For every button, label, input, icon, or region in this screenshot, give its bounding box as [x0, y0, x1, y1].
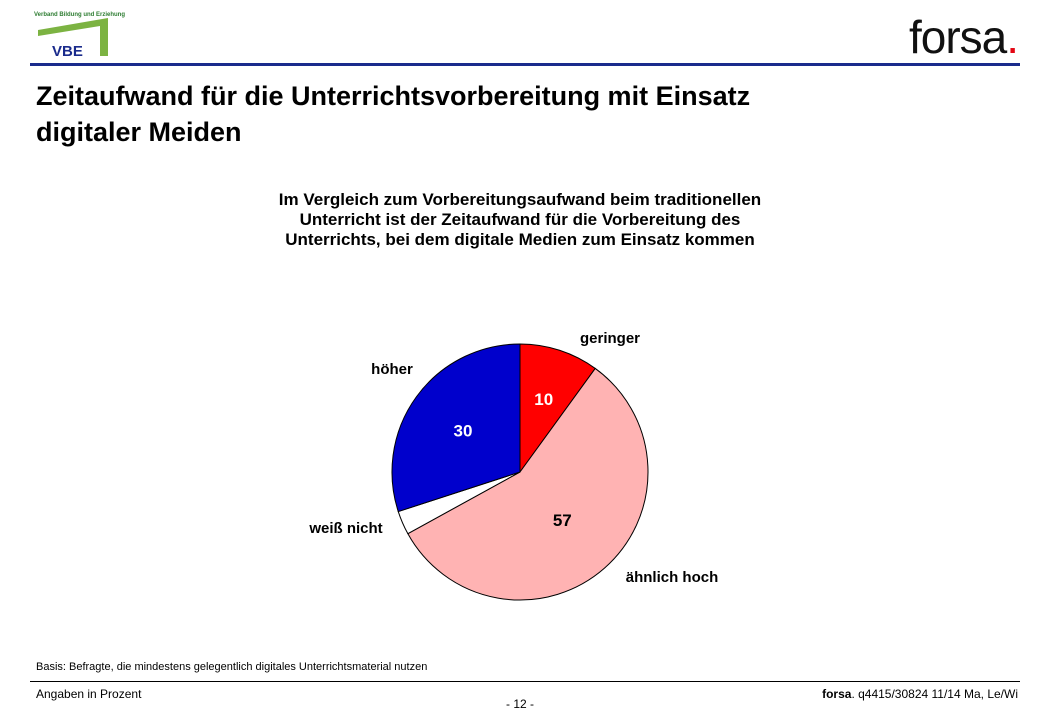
subtitle-line: Im Vergleich zum Vorbereitungsaufwand be…	[278, 190, 762, 209]
footer-rule	[30, 681, 1020, 682]
category-label-ähnlich-hoch: ähnlich hoch	[626, 569, 719, 586]
page-title: Zeitaufwand für die Unterrichtsvorbereit…	[36, 81, 751, 147]
category-label-geringer: geringer	[580, 330, 640, 347]
pie-slices	[391, 343, 649, 601]
data-label-ähnlich-hoch: 57	[553, 511, 572, 530]
data-label-höher: 30	[454, 422, 473, 441]
footer-brand: forsa	[822, 687, 852, 701]
pie-slice-höher	[391, 343, 521, 513]
footer-units-note: Angaben in Prozent	[36, 687, 142, 701]
subtitle-line: Unterricht ist der Zeitaufwand für die V…	[299, 210, 741, 229]
vbe-logo-text: VBE	[52, 43, 83, 60]
vbe-logo: VBE	[38, 18, 108, 60]
category-label-höher: höher	[371, 361, 413, 378]
chart-subtitle: Im Vergleich zum Vorbereitungsaufwand be…	[170, 190, 870, 250]
forsa-logo: forsa.	[908, 11, 1019, 63]
pie-labels: 10 geringer 57 ähnlich hoch weiß nicht 30 höhe…	[308, 330, 718, 586]
basis-note: Basis: Befragte, die mindestens gelegent…	[36, 661, 428, 673]
pie-slice-geringer	[519, 343, 596, 474]
page-number: - 12 -	[505, 697, 534, 711]
forsa-logo-dot: .	[1006, 11, 1019, 63]
footer-reference: forsa. q4415/30824 11/14 Ma, Le/Wi	[822, 687, 1018, 701]
category-label-weiß-nicht: weiß nicht	[308, 520, 382, 537]
header-rule	[30, 63, 1020, 66]
pie-slice-ähnlich-hoch	[407, 367, 649, 601]
forsa-logo-text: forsa	[908, 11, 1007, 63]
vbe-tagline: Verband Bildung und Erziehung	[34, 12, 125, 18]
subtitle-line: Unterrichts, bei dem digitale Medien zum…	[285, 230, 755, 249]
footer-reference-text: . q4415/30824 11/14 Ma, Le/Wi	[851, 687, 1018, 701]
data-label-geringer: 10	[534, 390, 553, 409]
